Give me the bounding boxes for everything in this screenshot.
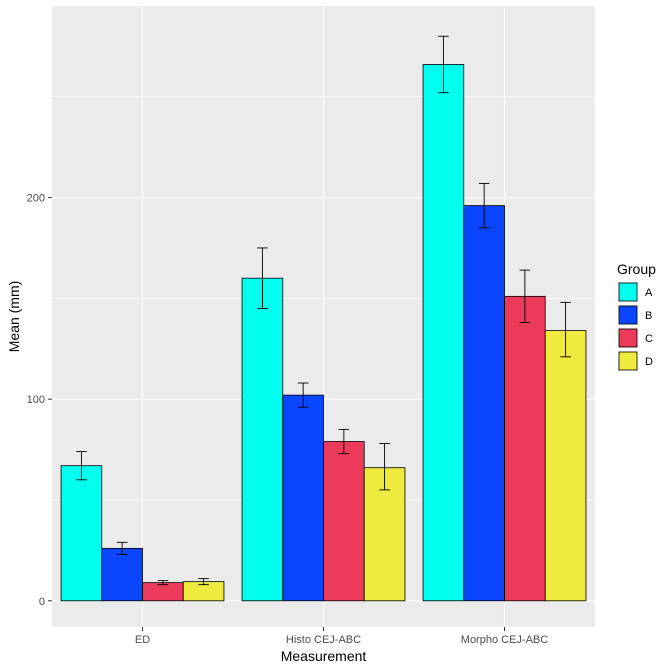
error-bar	[338, 428, 350, 455]
error-bar	[157, 580, 169, 586]
legend-label: A	[645, 287, 653, 299]
y-tick-label: 200	[27, 193, 45, 205]
y-tick-label: 100	[27, 394, 45, 406]
bars	[60, 64, 587, 602]
bar-A-morpho-cej-abc	[422, 64, 465, 602]
bar-D-morpho-cej-abc	[544, 330, 587, 602]
error-bar	[379, 443, 390, 491]
bar-B-histo-cej-abc	[282, 394, 324, 602]
error-bar	[257, 247, 268, 309]
error-bars	[76, 35, 571, 586]
error-bar	[198, 578, 209, 586]
x-tick-label: Histo CEJ-ABC	[286, 634, 361, 646]
bar-B-morpho-cej-abc	[463, 205, 505, 602]
bar-C-morpho-cej-abc	[504, 295, 546, 602]
y-axis-title: Mean (mm)	[6, 281, 22, 353]
bar-A-ed	[60, 465, 103, 602]
legend-item-C: C	[618, 328, 653, 348]
x-tick-label: ED	[135, 634, 150, 646]
error-bar	[478, 182, 490, 229]
error-bar	[116, 541, 128, 555]
x-tick-label: Morpho CEJ-ABC	[461, 634, 548, 646]
bar-C-histo-cej-abc	[323, 441, 365, 602]
error-bar	[438, 35, 449, 94]
bar-A-histo-cej-abc	[241, 277, 284, 602]
error-bar	[560, 301, 571, 358]
y-tick-label: 0	[39, 596, 45, 608]
legend-label: D	[645, 356, 653, 368]
y-axis: 0 100 200	[27, 193, 52, 608]
legend-swatch	[618, 305, 638, 325]
legend-item-B: B	[618, 305, 652, 325]
x-axis-title: Measurement	[281, 648, 367, 664]
legend-title: Group	[617, 261, 656, 277]
error-bar	[297, 382, 309, 408]
legend-item-D: D	[618, 351, 653, 371]
x-axis: ED Histo CEJ-ABC Morpho CEJ-ABC	[135, 627, 548, 646]
error-bar	[519, 269, 531, 323]
legend-label: B	[645, 310, 652, 322]
legend-label: C	[645, 333, 653, 345]
legend-swatch	[618, 282, 638, 302]
bar-C-ed	[142, 582, 184, 602]
legend-swatch	[618, 351, 638, 371]
legend-item-A: A	[618, 282, 653, 302]
bar-B-ed	[101, 547, 143, 602]
error-bar	[76, 451, 87, 481]
legend-swatch	[618, 328, 638, 348]
